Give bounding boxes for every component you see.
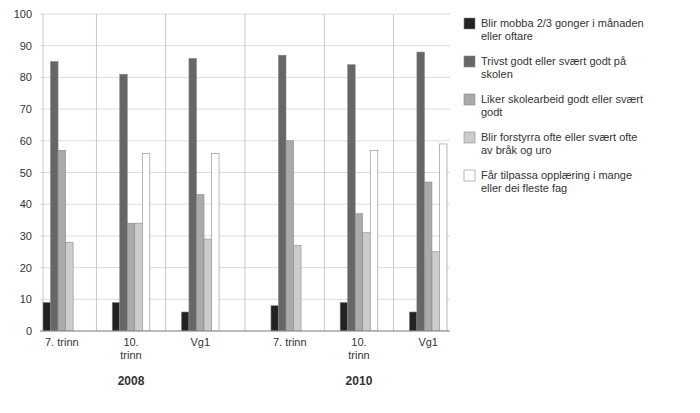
annotation: 2008	[118, 374, 145, 388]
bars	[43, 52, 447, 331]
bar	[58, 150, 66, 331]
bar	[142, 153, 150, 331]
grid-line	[40, 331, 450, 332]
bar	[370, 150, 378, 331]
y-tick-label: 10	[20, 293, 32, 305]
x-tick-label: 7. trinn	[273, 336, 307, 348]
chart: 0 10 20 30 40 50 60 70 80 90 100 7. trinn 10.trinn Vg…	[0, 0, 700, 413]
bar	[120, 74, 128, 331]
bar	[340, 302, 348, 331]
bar	[212, 153, 220, 331]
separator	[393, 14, 394, 331]
bar	[135, 223, 143, 331]
y-tick-label: 100	[14, 8, 32, 20]
bar	[127, 223, 135, 331]
bar	[439, 144, 447, 331]
legend-swatch	[464, 94, 475, 105]
legend-swatch	[464, 56, 475, 67]
legend-swatch	[464, 18, 475, 29]
y-tick-label: 70	[20, 103, 32, 115]
x-axis: 7. trinn 10.trinn Vg1 7. trinn 10.trinn Vg1 20…	[40, 331, 450, 388]
y-tick-label: 80	[20, 71, 32, 83]
y-tick-label: 60	[20, 135, 32, 147]
legend-label: Får tilpassa opplæring i mangeeller dei …	[481, 169, 632, 194]
legend-swatch	[464, 132, 475, 143]
separator	[96, 14, 97, 331]
x-tick-label: 10.trinn	[348, 336, 369, 361]
y-tick-label: 50	[20, 167, 32, 179]
bar	[204, 239, 212, 331]
bar	[424, 182, 432, 331]
y-axis: 0 10 20 30 40 50 60 70 80 90 100	[14, 8, 32, 337]
bar	[363, 233, 371, 331]
legend-label: Liker skolearbeid godt eller sværtgodt	[481, 93, 643, 118]
bar	[51, 62, 59, 331]
bar	[112, 302, 120, 331]
grid	[40, 14, 450, 331]
y-tick-label: 90	[20, 40, 32, 52]
separator	[165, 14, 166, 331]
x-tick-label: Vg1	[190, 336, 210, 348]
legend-label: Trivst godt eller svært godt påskolen	[481, 55, 627, 80]
x-axis-line	[40, 331, 450, 332]
bar	[43, 302, 51, 331]
y-tick-label: 20	[20, 262, 32, 274]
separator	[245, 14, 246, 331]
bar	[286, 141, 294, 331]
annotation: 2010	[346, 374, 373, 388]
bar	[348, 65, 356, 331]
y-tick-label: 40	[20, 198, 32, 210]
bar	[196, 195, 204, 331]
bar	[432, 252, 440, 331]
bar	[409, 312, 417, 331]
x-tick-label: 10.trinn	[120, 336, 141, 361]
legend-label: Blir mobba 2/3 gonger i månadeneller oft…	[481, 17, 644, 42]
x-tick-label: 7. trinn	[45, 336, 79, 348]
bar	[66, 242, 74, 331]
legend-swatch	[464, 170, 475, 181]
y-tick-label: 30	[20, 230, 32, 242]
separator	[324, 14, 325, 331]
bar	[181, 312, 189, 331]
bar	[271, 306, 279, 331]
x-tick-label: Vg1	[418, 336, 438, 348]
bar	[294, 245, 302, 331]
legend: Blir mobba 2/3 gonger i månadeneller oft…	[464, 17, 644, 194]
bar	[189, 58, 197, 331]
legend-label: Blir forstyrra ofte eller svært ofteav b…	[481, 131, 638, 156]
separator	[43, 14, 44, 331]
separators	[43, 14, 394, 331]
bar	[417, 52, 425, 331]
bar	[278, 55, 286, 331]
y-tick-label: 0	[26, 325, 32, 337]
bar	[355, 214, 363, 331]
